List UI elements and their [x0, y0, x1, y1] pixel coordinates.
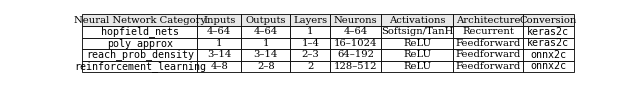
Text: ReLU: ReLU [403, 62, 431, 71]
Bar [241, 26, 291, 38]
Text: 1: 1 [307, 27, 314, 36]
Text: 3–14: 3–14 [207, 50, 232, 59]
Text: 4–64: 4–64 [344, 27, 368, 36]
Bar [330, 26, 381, 38]
Text: Recurrent: Recurrent [462, 27, 514, 36]
Bar [83, 61, 197, 72]
Text: ReLU: ReLU [403, 50, 431, 59]
Bar [197, 38, 241, 49]
Bar [453, 61, 523, 72]
Text: 4–64: 4–64 [207, 27, 232, 36]
Bar [523, 49, 573, 61]
Text: Outputs: Outputs [246, 16, 286, 25]
Text: 2: 2 [307, 62, 314, 71]
Bar [241, 49, 291, 61]
Bar [453, 49, 523, 61]
Bar [381, 49, 453, 61]
Text: ReLU: ReLU [403, 39, 431, 48]
Text: 2–8: 2–8 [257, 62, 275, 71]
Text: Softsign/TanH: Softsign/TanH [381, 27, 453, 36]
Bar [83, 38, 197, 49]
Text: Activations: Activations [389, 16, 445, 25]
Text: 3–14: 3–14 [253, 50, 278, 59]
Text: reinforcement_learning: reinforcement_learning [74, 61, 206, 72]
Bar [453, 38, 523, 49]
Text: keras2c: keras2c [527, 38, 569, 48]
Bar [291, 61, 330, 72]
Bar [453, 14, 523, 26]
Bar [83, 14, 197, 26]
Bar [381, 61, 453, 72]
Text: 2–3: 2–3 [301, 50, 319, 59]
Text: Conversion: Conversion [520, 16, 577, 25]
Text: 128–512: 128–512 [334, 62, 378, 71]
Bar [197, 61, 241, 72]
Bar [241, 14, 291, 26]
Text: hopfield_nets: hopfield_nets [101, 26, 179, 37]
Text: Layers: Layers [293, 16, 328, 25]
Text: reach_prob_density: reach_prob_density [86, 49, 194, 60]
Bar [241, 61, 291, 72]
Bar [330, 38, 381, 49]
Bar [83, 26, 197, 38]
Bar [83, 49, 197, 61]
Text: poly_approx: poly_approx [107, 38, 173, 49]
Bar [381, 38, 453, 49]
Text: 16–1024: 16–1024 [334, 39, 378, 48]
Bar [197, 49, 241, 61]
Bar [453, 26, 523, 38]
Bar [197, 26, 241, 38]
Text: Architecture: Architecture [456, 16, 520, 25]
Bar [381, 26, 453, 38]
Bar [291, 49, 330, 61]
Bar [523, 26, 573, 38]
Bar [330, 61, 381, 72]
Text: onnx2c: onnx2c [530, 50, 566, 60]
Text: Neurons: Neurons [334, 16, 378, 25]
Text: onnx2c: onnx2c [530, 61, 566, 71]
Bar [291, 26, 330, 38]
Bar [330, 14, 381, 26]
Text: 4–8: 4–8 [211, 62, 228, 71]
Bar [523, 38, 573, 49]
Text: 4–64: 4–64 [253, 27, 278, 36]
Text: 1: 1 [262, 39, 269, 48]
Text: 1–4: 1–4 [301, 39, 319, 48]
Text: 64–192: 64–192 [337, 50, 374, 59]
Text: Inputs: Inputs [203, 16, 236, 25]
Bar [291, 38, 330, 49]
Text: Neural Network Category: Neural Network Category [74, 16, 206, 25]
Bar [381, 14, 453, 26]
Text: Feedforward: Feedforward [456, 50, 521, 59]
Bar [523, 61, 573, 72]
Text: keras2c: keras2c [527, 27, 569, 37]
Bar [523, 14, 573, 26]
Bar [197, 14, 241, 26]
Bar [291, 14, 330, 26]
Text: 1: 1 [216, 39, 223, 48]
Bar [330, 49, 381, 61]
Bar [241, 38, 291, 49]
Text: Feedforward: Feedforward [456, 62, 521, 71]
Text: Feedforward: Feedforward [456, 39, 521, 48]
